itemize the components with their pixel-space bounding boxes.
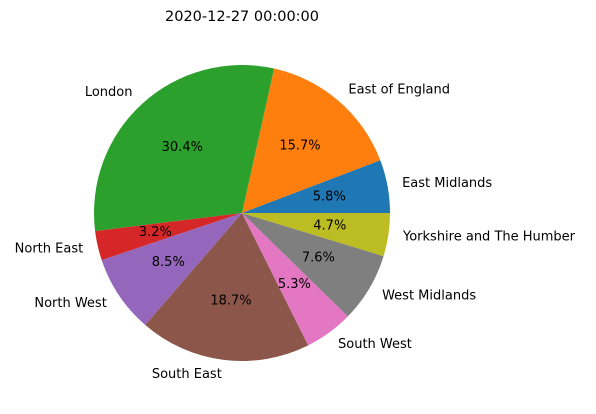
category-label-east-midlands: East Midlands [402,176,492,191]
slice-west-midlands [242,213,384,317]
slice-south-west [242,213,348,346]
category-label-west-midlands: West Midlands [382,288,476,303]
category-label-south-west: South West [338,337,412,352]
percent-label-east-midlands: 5.8% [313,189,346,204]
chart-title: 2020-12-27 00:00:00 [165,9,319,25]
percent-label-north-west: 8.5% [152,255,185,270]
slice-east-midlands [242,160,390,213]
category-label-north-west: North West [34,296,106,311]
category-label-north-east: North East [15,242,84,257]
percent-label-london: 30.4% [162,140,203,155]
category-label-east-of-england: East of England [348,82,450,97]
percent-label-south-west: 5.3% [278,277,311,292]
percent-labels: 5.8% 15.7% 30.4% 3.2% 8.5% 18.7% 5.3% 7.6% 4.7% [139,138,346,308]
slice-london [93,64,275,232]
category-label-london: London [85,85,133,100]
percent-label-north-east: 3.2% [139,225,172,240]
slice-north-west [101,213,242,326]
percent-label-south-east: 18.7% [210,294,251,309]
percent-label-west-midlands: 7.6% [302,251,335,266]
pie-slices [93,64,390,361]
category-labels: East Midlands East of England London North … [15,82,576,382]
slice-north-east [95,213,242,261]
slice-south-east [145,213,309,361]
percent-label-east-of-england: 15.7% [279,138,320,153]
category-label-yorkshire-and-the-humber: Yorkshire and The Humber [402,230,576,245]
slice-east-of-england [242,68,381,214]
slice-yorkshire-and-the-humber [242,213,390,257]
category-label-south-east: South East [152,367,222,382]
percent-label-yorkshire-and-the-humber: 4.7% [313,219,346,234]
